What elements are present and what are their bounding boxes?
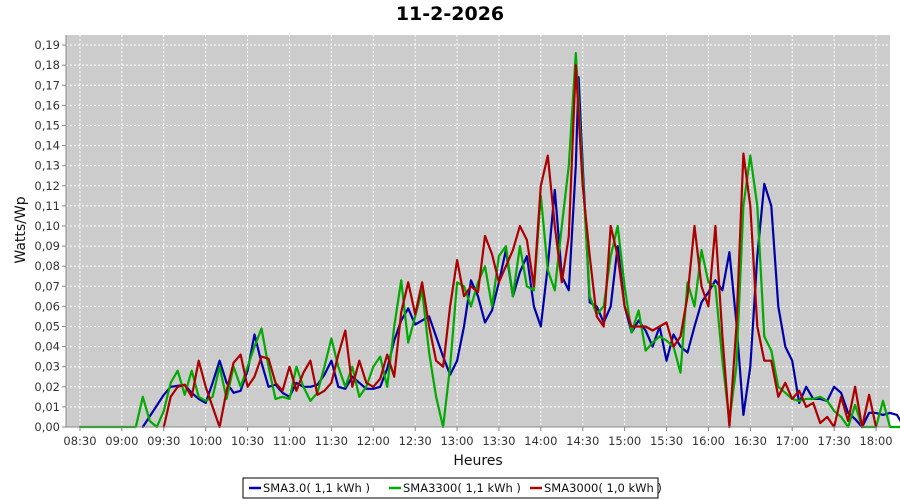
x-tick-label: 10:00 [189, 434, 222, 448]
series-line-sma3300 [78, 52, 900, 429]
x-tick-label: 10:30 [231, 434, 264, 448]
series-line-sma3-0 [141, 76, 900, 429]
legend: SMA3.0( 1,1 kWh ) SMA3300( 1,1 kWh ) SMA30… [242, 477, 662, 499]
y-tick-label: 0,16 [34, 98, 60, 112]
x-tick-label: 09:30 [147, 434, 180, 448]
y-tick-label: 0,17 [34, 78, 60, 92]
y-tick-label: 0,19 [34, 38, 60, 52]
y-tick-label: 0,12 [34, 179, 60, 193]
x-tick-label: 16:00 [692, 434, 725, 448]
x-tick-label: 14:30 [566, 434, 599, 448]
y-tick-label: 0,05 [34, 319, 60, 333]
x-tick-label: 12:00 [357, 434, 390, 448]
x-tick-label: 15:30 [650, 434, 683, 448]
x-tick-label: 18:00 [859, 434, 892, 448]
y-tick-label: 0,14 [34, 139, 60, 153]
x-tick-label: 13:30 [482, 434, 515, 448]
legend-box [242, 477, 659, 499]
x-tick-label: 11:00 [273, 434, 306, 448]
y-tick-label: 0,10 [34, 219, 60, 233]
x-tick-label: 17:30 [818, 434, 851, 448]
axes [65, 35, 890, 428]
series-layer [78, 52, 900, 429]
legend-label: SMA3.0( 1,1 kWh ) [263, 481, 370, 495]
y-axis-label: Watts/Wp [13, 196, 29, 263]
y-tick-label: 0,02 [34, 380, 60, 394]
y-tick-label: 0,06 [34, 299, 60, 313]
y-tick-label: 0,01 [34, 400, 60, 414]
x-tick-label: 08:30 [63, 434, 96, 448]
y-tick-label: 0,00 [34, 420, 60, 434]
series-line-sma3000 [162, 64, 878, 429]
y-tick-label: 0,13 [34, 159, 60, 173]
y-tick-label: 0,03 [34, 360, 60, 374]
y-tick-label: 0,18 [34, 58, 60, 72]
y-tick-label: 0,09 [34, 239, 60, 253]
chart-title: 11-2-2026 [396, 3, 504, 25]
x-tick-label: 09:00 [105, 434, 138, 448]
y-tick-label: 0,08 [34, 259, 60, 273]
x-axis-label: Heures [453, 453, 502, 469]
plot-area [66, 35, 890, 427]
y-axis-ticks: 0,00 0,01 0,02 0,03 0,04 0,05 0,06 0,07 0,08 0,09… [34, 38, 66, 434]
x-tick-label: 17:00 [776, 434, 809, 448]
y-tick-label: 0,07 [34, 279, 60, 293]
y-tick-label: 0,11 [34, 199, 60, 213]
x-tick-label: 14:00 [524, 434, 557, 448]
x-tick-label: 13:00 [440, 434, 473, 448]
x-axis-ticks: 08:30 09:00 09:30 10:00 10:30 11:00 11:30 12:00… [63, 427, 893, 448]
x-tick-label: 15:00 [608, 434, 641, 448]
legend-label: SMA3300( 1,1 kWh ) [403, 481, 521, 495]
x-tick-label: 16:30 [734, 434, 767, 448]
legend-label: SMA3000( 1,0 kWh ) [544, 481, 662, 495]
x-tick-label: 11:30 [315, 434, 348, 448]
y-tick-label: 0,15 [34, 118, 60, 132]
y-tick-label: 0,04 [34, 340, 60, 354]
x-tick-label: 12:30 [399, 434, 432, 448]
